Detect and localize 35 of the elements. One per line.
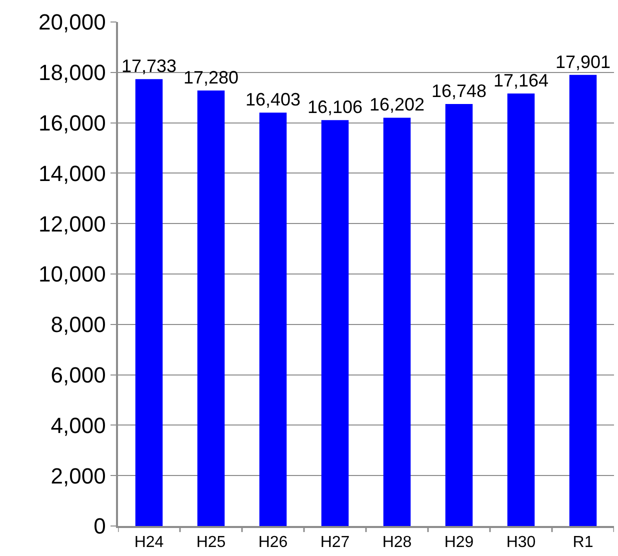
bar <box>135 79 163 526</box>
data-label: 17,280 <box>183 68 239 88</box>
bar <box>259 112 287 526</box>
y-tick-label: 10,000 <box>38 262 106 287</box>
y-tick-label: 8,000 <box>50 312 106 338</box>
bar <box>569 74 597 526</box>
x-tick-label: R1 <box>572 534 594 551</box>
bar <box>321 120 349 526</box>
data-label: 16,748 <box>431 80 487 101</box>
data-label: 16,106 <box>307 97 363 118</box>
y-tick-label: 2,000 <box>50 463 106 488</box>
y-tick-label: 18,000 <box>38 60 106 86</box>
y-tick-label: 14,000 <box>38 160 106 186</box>
y-tick-label: 4,000 <box>50 412 106 438</box>
data-label: 17,164 <box>493 70 549 90</box>
x-tick-label: H24 <box>134 534 164 551</box>
bar <box>445 104 473 526</box>
data-label: 16,202 <box>369 94 425 115</box>
x-tick-label: H25 <box>196 534 226 551</box>
x-tick-label: H29 <box>444 534 474 551</box>
x-tick-label: H30 <box>506 534 536 551</box>
bar <box>383 118 411 526</box>
y-tick-label: 16,000 <box>38 110 106 136</box>
bar <box>197 90 225 526</box>
data-label: 16,403 <box>245 90 301 110</box>
data-label: 17,733 <box>121 56 177 76</box>
x-tick-label: H26 <box>258 534 288 551</box>
x-tick-label: H28 <box>382 534 412 551</box>
x-tick-label: H27 <box>320 534 350 551</box>
y-tick-label: 0 <box>94 514 106 539</box>
y-tick-label: 6,000 <box>50 362 106 388</box>
y-tick-label: 20,000 <box>38 10 106 35</box>
data-label: 17,901 <box>555 52 611 72</box>
y-tick-label: 12,000 <box>38 211 106 236</box>
bar <box>507 93 535 526</box>
